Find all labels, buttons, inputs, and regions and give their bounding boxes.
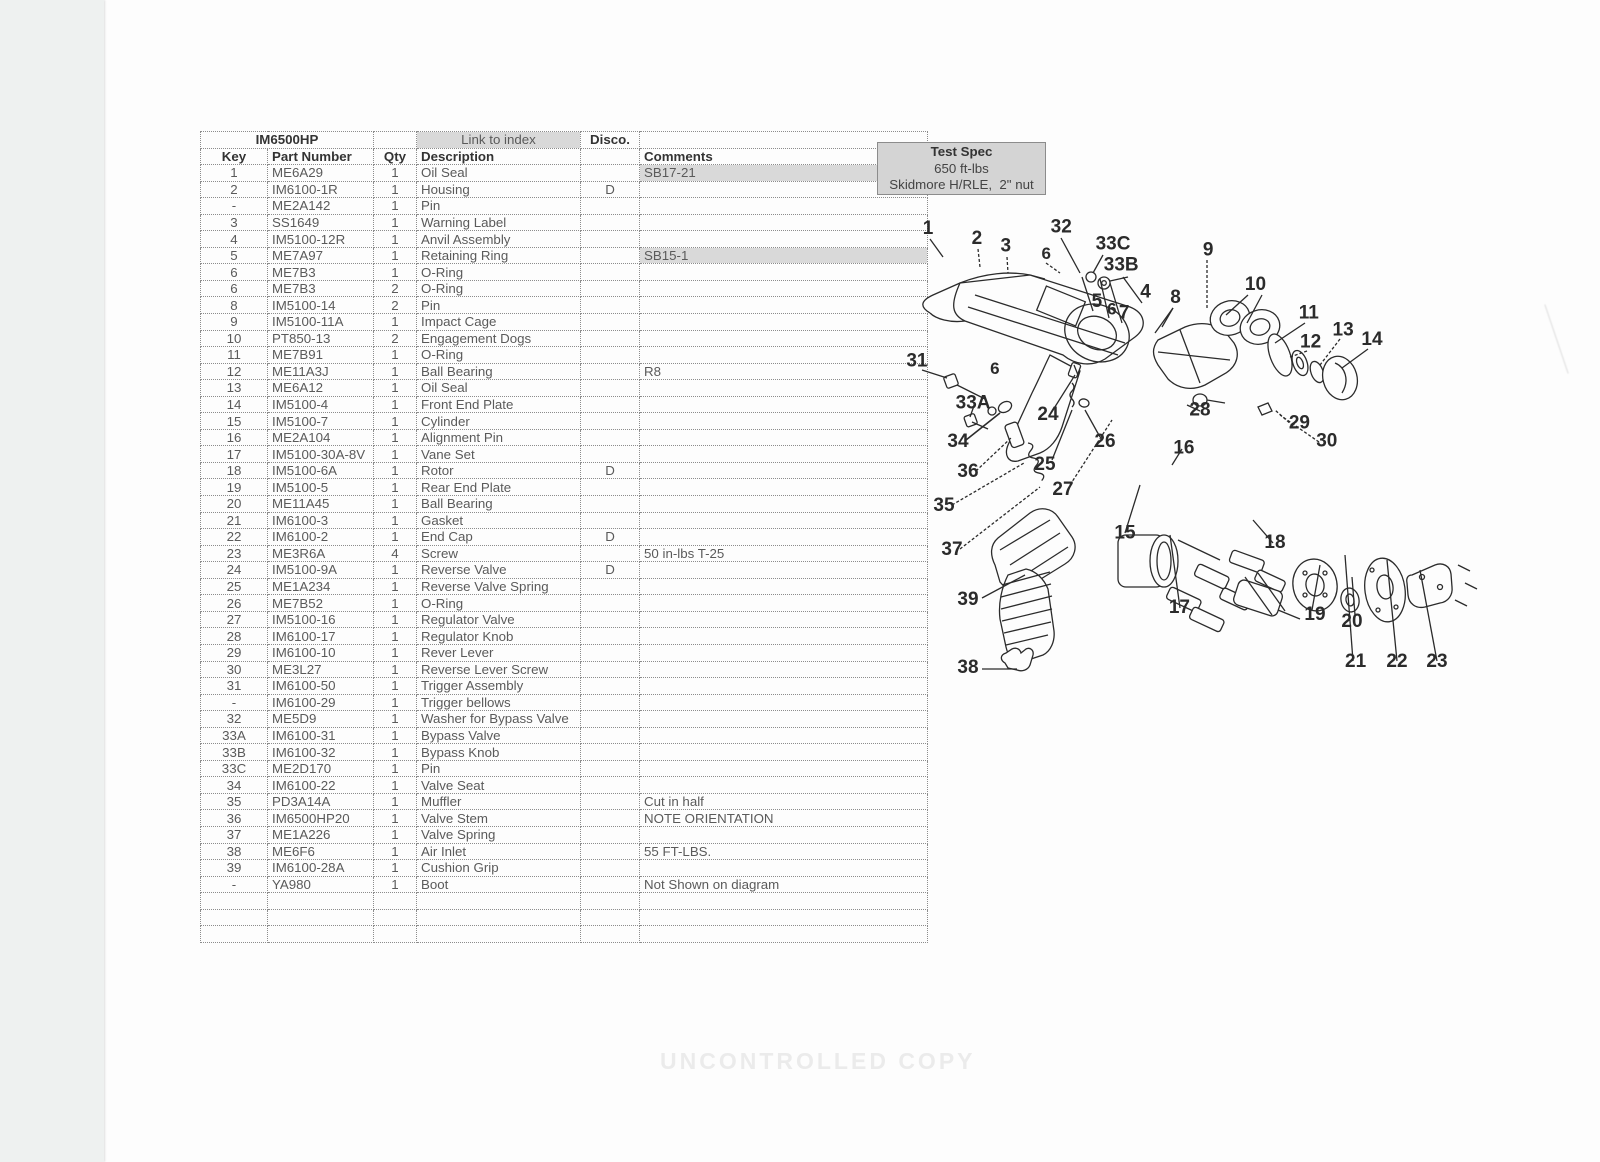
svg-text:33B: 33B (1104, 255, 1139, 276)
svg-text:7: 7 (1119, 303, 1130, 324)
svg-text:6: 6 (990, 359, 999, 378)
svg-text:21: 21 (1345, 651, 1367, 672)
svg-text:4: 4 (1140, 282, 1151, 303)
svg-text:22: 22 (1386, 651, 1407, 672)
svg-text:36: 36 (957, 461, 978, 482)
svg-text:12: 12 (1300, 331, 1321, 352)
svg-text:33A: 33A (956, 393, 991, 414)
svg-text:39: 39 (957, 589, 978, 610)
svg-text:8: 8 (1170, 287, 1181, 308)
svg-text:34: 34 (947, 431, 969, 452)
svg-text:11: 11 (1299, 303, 1320, 324)
svg-text:13: 13 (1333, 319, 1354, 340)
svg-text:14: 14 (1361, 329, 1383, 350)
svg-text:30: 30 (1316, 430, 1337, 451)
svg-text:24: 24 (1037, 404, 1059, 425)
svg-text:38: 38 (957, 657, 978, 675)
svg-text:1: 1 (923, 218, 934, 239)
svg-text:27: 27 (1052, 479, 1073, 500)
svg-text:6: 6 (1041, 244, 1050, 263)
svg-text:19: 19 (1304, 604, 1325, 625)
svg-text:28: 28 (1189, 400, 1210, 421)
svg-text:31: 31 (906, 351, 928, 372)
svg-text:37: 37 (941, 539, 962, 560)
svg-text:18: 18 (1264, 532, 1285, 553)
svg-text:23: 23 (1426, 651, 1447, 672)
svg-text:2: 2 (972, 228, 983, 249)
svg-text:3: 3 (1001, 235, 1012, 256)
svg-text:32: 32 (1051, 216, 1072, 237)
svg-text:33C: 33C (1096, 234, 1131, 255)
svg-text:5: 5 (1092, 291, 1103, 312)
svg-text:20: 20 (1341, 611, 1362, 632)
svg-text:35: 35 (933, 495, 955, 516)
svg-text:9: 9 (1203, 239, 1214, 260)
svg-text:10: 10 (1245, 274, 1266, 295)
svg-text:16: 16 (1173, 438, 1194, 459)
